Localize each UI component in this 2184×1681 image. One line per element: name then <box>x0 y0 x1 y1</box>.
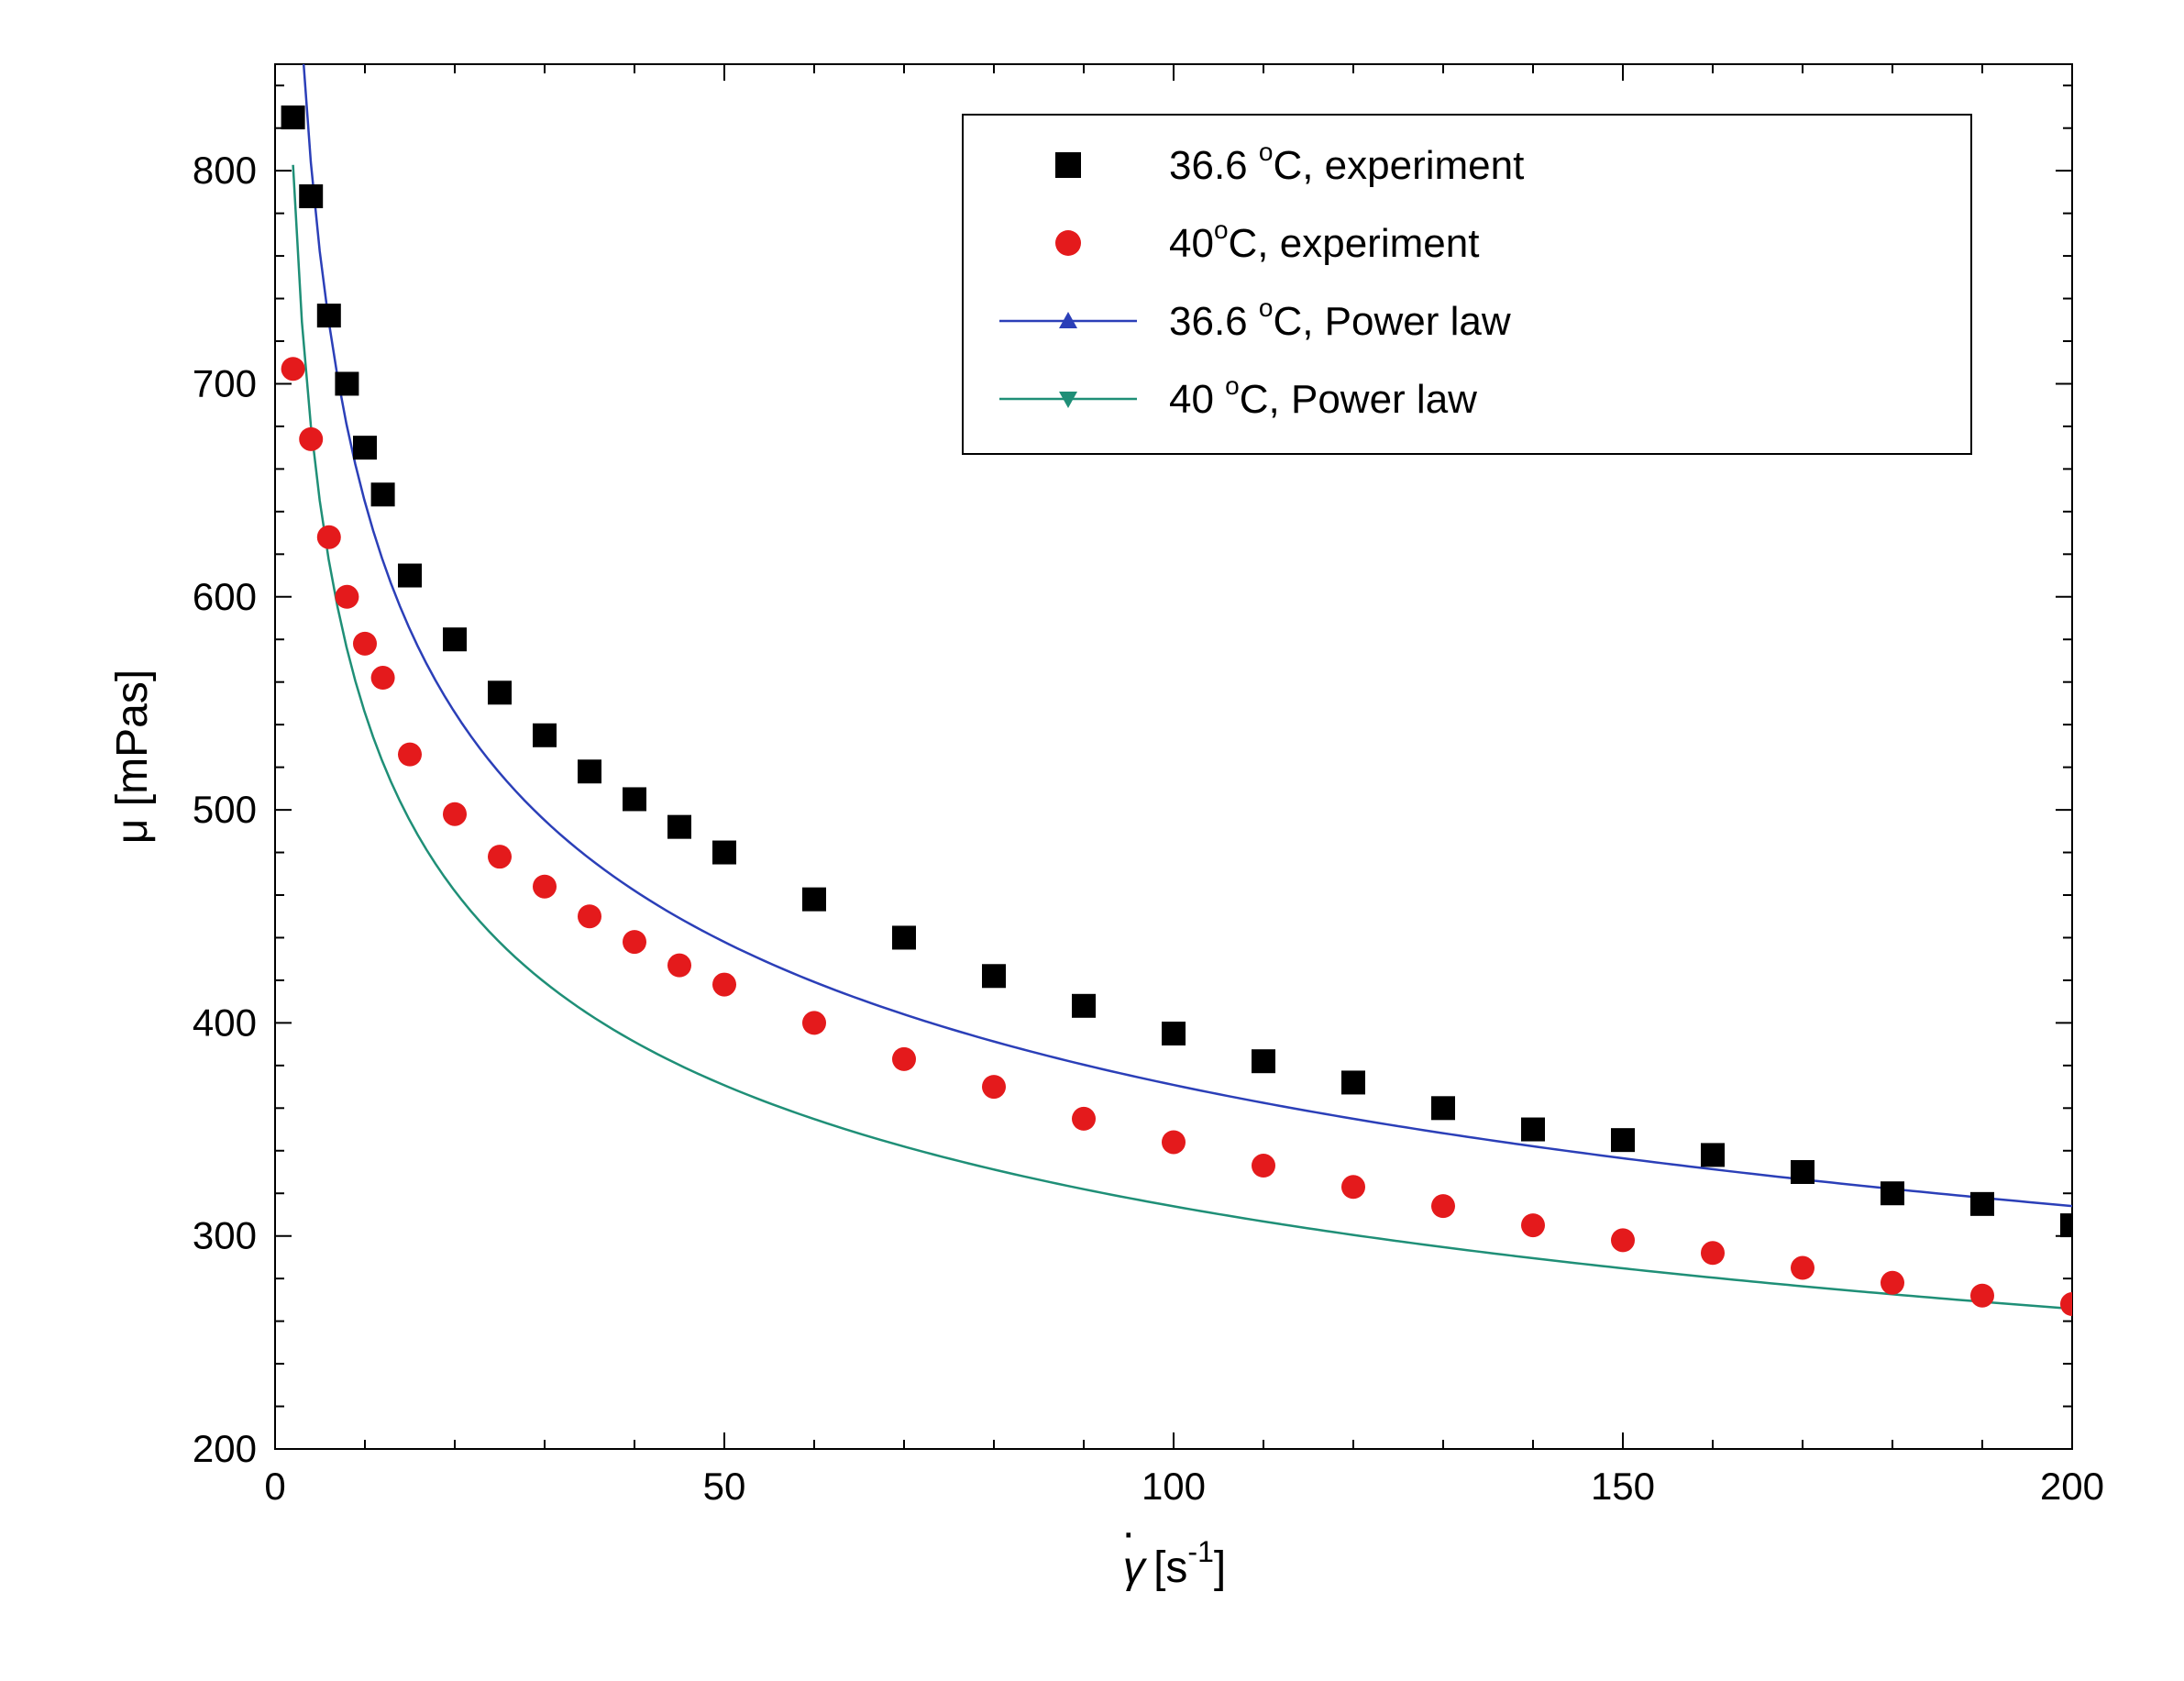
x-tick-label: 200 <box>2040 1465 2104 1508</box>
legend-label: 36.6 oC, experiment <box>1169 138 1524 188</box>
marker-exp40 <box>892 1047 916 1071</box>
marker-exp40 <box>1881 1271 1904 1295</box>
marker-exp36 <box>533 724 557 747</box>
marker-exp36 <box>1252 1049 1275 1073</box>
x-tick-label: 50 <box>703 1465 746 1508</box>
marker-exp40 <box>443 802 467 826</box>
marker-exp40 <box>667 954 691 978</box>
marker-exp36 <box>667 815 691 839</box>
marker-exp40 <box>488 845 512 868</box>
marker-exp36 <box>892 925 916 949</box>
marker-exp40 <box>802 1011 826 1034</box>
y-tick-label: 700 <box>193 361 257 404</box>
marker-exp36 <box>488 680 512 704</box>
marker-exp36 <box>2060 1213 2084 1237</box>
legend: 36.6 oC, experiment40oC, experiment36.6 … <box>963 115 1971 454</box>
marker-exp36 <box>712 841 736 865</box>
x-axis-title: γ· [s-1] <box>1121 1509 1226 1592</box>
marker-exp36 <box>1431 1096 1455 1120</box>
chart-container: 0 50 100 150 200 200 300 400 500 600 700 800 γ· [s-1… <box>0 0 2184 1681</box>
marker-exp40 <box>398 743 422 767</box>
marker-exp40 <box>1162 1130 1186 1154</box>
marker-exp36 <box>317 304 341 327</box>
x-tick-label: 100 <box>1142 1465 1206 1508</box>
marker-exp40 <box>317 525 341 549</box>
y-tick-label: 800 <box>193 149 257 192</box>
y-tick-label: 400 <box>193 1001 257 1044</box>
marker-exp36 <box>1791 1160 1814 1184</box>
marker-exp36 <box>1162 1022 1186 1045</box>
marker-exp36 <box>371 482 395 506</box>
marker-exp40 <box>578 904 601 928</box>
marker-exp40 <box>1970 1284 1994 1308</box>
viscosity-chart: 0 50 100 150 200 200 300 400 500 600 700 800 γ· [s-1… <box>0 0 2184 1681</box>
marker-exp40 <box>623 930 646 954</box>
marker-exp40 <box>281 357 305 381</box>
marker-exp40 <box>1611 1228 1635 1252</box>
marker-exp36 <box>1701 1143 1725 1167</box>
marker-exp36 <box>443 627 467 651</box>
y-tick-label: 500 <box>193 788 257 831</box>
marker-exp40 <box>1431 1194 1455 1218</box>
marker-exp36 <box>335 371 358 395</box>
marker-exp36 <box>578 759 601 783</box>
legend-label: 36.6 oC, Power law <box>1169 293 1511 344</box>
marker-exp36 <box>982 964 1006 988</box>
marker-exp40 <box>1701 1241 1725 1265</box>
marker-exp36 <box>1072 994 1096 1018</box>
marker-exp40 <box>1072 1107 1096 1131</box>
x-tick-label: 150 <box>1591 1465 1655 1508</box>
marker-exp40 <box>712 973 736 997</box>
marker-exp40 <box>2060 1292 2084 1316</box>
legend-swatch <box>1055 152 1081 178</box>
marker-exp36 <box>1881 1181 1904 1205</box>
marker-exp36 <box>1970 1192 1994 1216</box>
marker-exp40 <box>1791 1256 1814 1280</box>
marker-exp40 <box>982 1075 1006 1099</box>
marker-exp40 <box>353 632 377 656</box>
marker-exp36 <box>398 564 422 588</box>
legend-swatch <box>1055 230 1081 256</box>
y-tick-label: 300 <box>193 1214 257 1257</box>
legend-label: 40 oC, Power law <box>1169 371 1477 422</box>
marker-exp40 <box>299 427 323 451</box>
marker-exp40 <box>1341 1175 1365 1199</box>
marker-exp36 <box>1341 1070 1365 1094</box>
marker-exp36 <box>281 105 305 129</box>
marker-exp40 <box>1252 1154 1275 1178</box>
marker-exp36 <box>353 436 377 459</box>
marker-exp36 <box>299 184 323 208</box>
marker-exp36 <box>623 787 646 811</box>
x-tick-label: 0 <box>264 1465 285 1508</box>
marker-exp36 <box>802 888 826 912</box>
marker-exp40 <box>1521 1213 1545 1237</box>
marker-exp36 <box>1521 1118 1545 1142</box>
y-tick-label: 600 <box>193 575 257 618</box>
marker-exp36 <box>1611 1128 1635 1152</box>
y-tick-label: 200 <box>193 1427 257 1470</box>
marker-exp40 <box>335 585 358 609</box>
marker-exp40 <box>533 875 557 899</box>
marker-exp40 <box>371 666 395 690</box>
y-axis-title: μ [mPas] <box>108 669 157 844</box>
